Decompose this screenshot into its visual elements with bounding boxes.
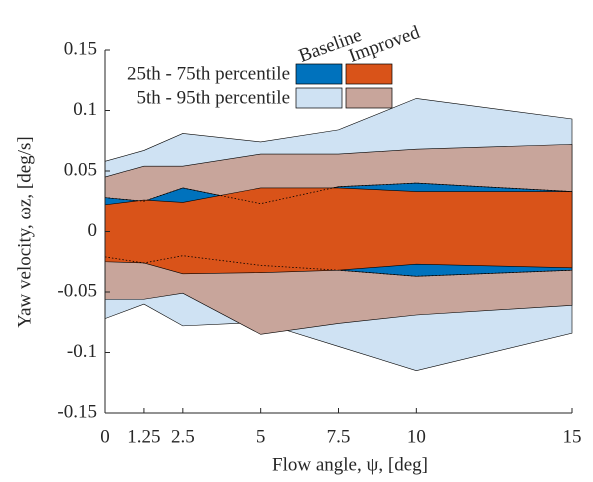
y-tick-label: 0.05 [64, 159, 97, 180]
x-tick-label: 15 [563, 426, 582, 447]
y-tick-label: 0 [88, 220, 98, 241]
legend-row-label: 25th - 75th percentile [127, 63, 290, 84]
y-tick-label: 0.15 [64, 38, 97, 59]
legend-swatch [295, 87, 343, 109]
x-tick-label: 7.5 [327, 426, 351, 447]
x-tick-label: 1.25 [127, 426, 160, 447]
plot-area [104, 98, 573, 371]
x-tick-label: 2.5 [171, 426, 195, 447]
y-tick-label: -0.15 [57, 401, 97, 422]
y-axis-label: Yaw velocity, ωz, [deg/s] [14, 136, 35, 327]
percentile-band [104, 187, 573, 275]
legend-swatch [345, 87, 393, 109]
x-tick-label: 0 [100, 426, 110, 447]
x-tick-label: 10 [407, 426, 426, 447]
legend-swatch [295, 63, 343, 85]
band-edge [104, 255, 573, 277]
legend-swatch [345, 63, 393, 85]
x-axis-label: Flow angle, ψ, [deg] [272, 454, 428, 475]
x-tick-label: 5 [256, 426, 266, 447]
y-tick-label: 0.1 [73, 99, 97, 120]
y-tick-label: -0.1 [67, 341, 97, 362]
y-tick-label: -0.05 [57, 280, 97, 301]
band-edge [104, 182, 573, 205]
legend-row-label: 5th - 95th percentile [136, 87, 290, 108]
